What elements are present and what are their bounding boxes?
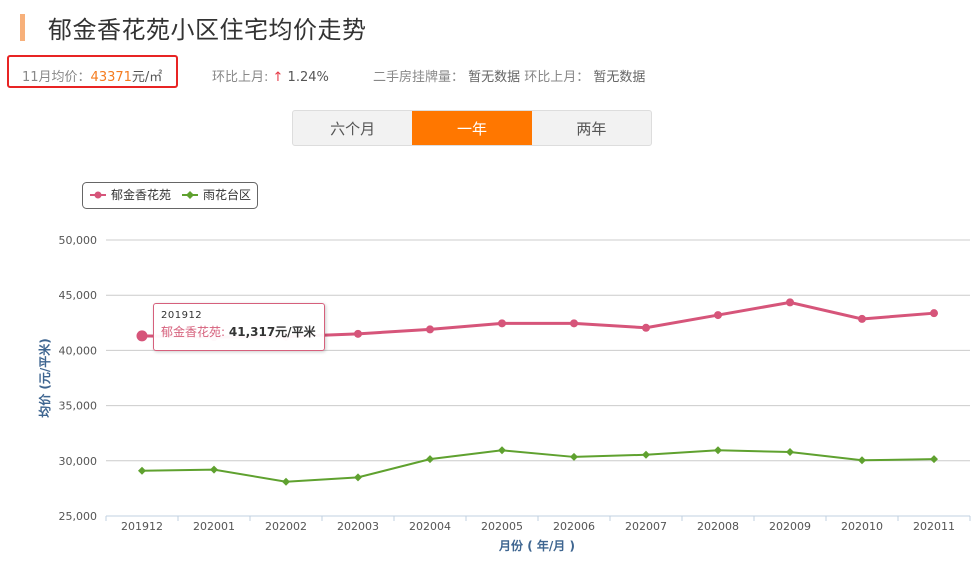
y-axis-ticks: 25,000 30,000 35,000 40,000 45,000 50,000 [59,234,98,523]
x-tick-label: 202005 [481,520,523,533]
y-tick-label: 35,000 [59,400,98,413]
tooltip-row: 郁金香花苑: 41,317元/平米 [161,325,316,339]
data-point[interactable] [714,311,722,320]
listing-label: 二手房挂牌量： [373,70,465,85]
data-point[interactable] [426,455,434,464]
y-tick-label: 50,000 [59,234,98,247]
title-accent-bar [20,13,25,41]
page-header: 郁金香花苑小区住宅均价走势 [20,11,367,44]
listing-value: 暂无数据 [464,70,525,85]
data-point[interactable] [136,330,148,342]
x-tick-label: 202001 [193,520,235,533]
mom-value: 1.24% [283,70,329,85]
tooltip-date: 201912 [161,310,203,321]
x-axis-label: 月份 ( 年/月 ) [498,538,575,553]
price-value: 43371 [90,70,132,85]
legend-label: 郁金香花苑 [111,187,171,202]
x-tick-label: 202008 [697,520,739,533]
legend-item[interactable]: 郁金香花苑 [90,187,171,202]
data-point[interactable] [426,325,434,334]
data-point[interactable] [642,323,650,332]
listing-mom-label: 环比上月： [524,70,590,85]
chart-canvas: 25,000 30,000 35,000 40,000 45,000 50,000 201… [37,182,971,553]
x-tick-label: 202011 [913,520,955,533]
data-point[interactable] [570,452,578,461]
x-tick-label: 202006 [553,520,595,533]
tab-one-year[interactable]: 一年 [412,111,532,145]
highlight-box [7,55,178,88]
y-axis-label: 均价 (元/平米) [37,338,52,418]
data-point[interactable] [570,319,578,328]
series-line [141,449,935,483]
data-point[interactable] [714,446,722,455]
data-point[interactable] [282,477,290,486]
price-unit: 元/㎡ [131,70,163,85]
x-tick-label: 202003 [337,520,379,533]
page-title: 郁金香花苑小区住宅均价走势 [48,15,367,44]
x-tick-label: 202007 [625,520,667,533]
x-tick-label: 202002 [265,520,307,533]
data-point[interactable] [498,446,506,455]
legend-item[interactable]: 雨花台区 [182,187,251,202]
legend-marker-icon [94,191,102,199]
tab-six-months[interactable]: 六个月 [330,119,376,138]
legend-label: 雨花台区 [203,187,251,202]
price-trend-chart: 25,000 30,000 35,000 40,000 45,000 50,000 201… [0,170,978,563]
data-point[interactable] [858,456,866,465]
data-point[interactable] [210,465,218,474]
data-point[interactable] [354,329,362,338]
x-tick-label: 202010 [841,520,883,533]
data-point[interactable] [930,455,938,464]
month-over-month: 环比上月: ↑ 1.24% [212,66,329,85]
up-arrow-icon: ↑ [272,70,284,85]
listing-stats: 二手房挂牌量： 暂无数据 环比上月： 暂无数据 [373,66,645,85]
grid-lines [106,239,970,517]
legend-marker-icon [186,191,194,199]
tooltip-value: 41,317元/平米 [228,325,316,339]
price-label: 11月均价： [22,70,91,85]
x-tick-label: 202009 [769,520,811,533]
data-point[interactable] [354,473,362,482]
tab-two-years[interactable]: 两年 [576,119,607,138]
data-point[interactable] [138,466,146,475]
listing-mom-value: 暂无数据 [589,70,646,85]
data-point[interactable] [930,309,938,318]
data-point[interactable] [498,319,506,328]
y-tick-label: 45,000 [59,289,98,302]
data-point[interactable] [858,314,866,323]
tooltip-series-name: 郁金香花苑 [161,325,222,339]
x-tick-label: 201912 [121,520,163,533]
y-tick-label: 30,000 [59,455,98,468]
x-tick-label: 202004 [409,520,451,533]
data-point[interactable] [642,450,650,459]
period-tabs: 六个月 一年 两年 [292,110,652,146]
monthly-average-price: 11月均价：43371元/㎡ [22,66,162,85]
y-tick-label: 25,000 [59,510,98,523]
legend-box [82,182,258,209]
legend: 郁金香花苑 雨花台区 [82,182,258,209]
data-tooltip: 201912 郁金香花苑: 41,317元/平米 [153,303,325,351]
data-point[interactable] [786,298,794,307]
mom-label: 环比上月: [212,70,273,85]
data-point[interactable] [786,447,794,456]
x-axis: 201912 202001 202002 202003 202004 202005 2020… [105,516,971,533]
y-tick-label: 40,000 [59,344,98,357]
